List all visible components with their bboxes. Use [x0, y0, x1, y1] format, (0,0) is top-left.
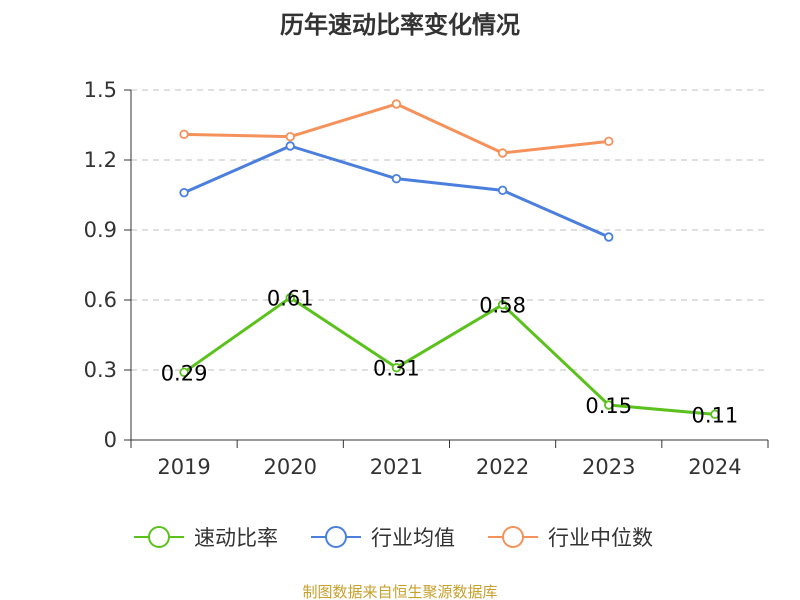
data-point[interactable] — [179, 187, 189, 198]
data-point[interactable] — [604, 400, 614, 410]
x-tick-label: 2019 — [157, 455, 210, 479]
series-1 — [179, 141, 614, 242]
series-line — [184, 102, 609, 155]
data-point[interactable] — [497, 185, 508, 196]
x-tick-label: 2020 — [264, 455, 317, 479]
data-label: 0.11 — [692, 403, 739, 427]
data-label: 0.61 — [267, 287, 314, 311]
data-point[interactable] — [497, 148, 508, 158]
data-point[interactable] — [285, 292, 295, 303]
x-tick-label: 2021 — [370, 455, 423, 479]
legend-marker — [325, 526, 347, 548]
data-point[interactable] — [391, 362, 402, 373]
data-point[interactable] — [497, 299, 508, 310]
data-point[interactable] — [285, 131, 295, 142]
grid-lines — [131, 89, 768, 371]
data-point[interactable] — [179, 367, 189, 378]
y-tick-label: 0 — [104, 428, 117, 452]
y-tick-label: 1.2 — [84, 148, 117, 172]
y-tick-label: 0.3 — [84, 358, 117, 382]
legend-label: 速动比率 — [194, 526, 278, 550]
y-tick-label: 0.6 — [84, 288, 117, 312]
legend[interactable]: 速动比率 行业均值 行业中位数 — [134, 526, 653, 550]
legend-marker — [502, 526, 524, 548]
legend-label: 行业中位数 — [548, 526, 653, 550]
x-tick-label: 2024 — [688, 455, 741, 479]
data-point[interactable] — [604, 136, 614, 147]
chart-title: 历年速动比率变化情况 — [280, 11, 520, 39]
legend-item-2[interactable]: 行业中位数 — [488, 526, 653, 550]
data-label: 0.31 — [373, 357, 420, 381]
x-tick-label: 2023 — [582, 455, 635, 479]
legend-label: 行业均值 — [371, 526, 455, 550]
axes: 0 0.3 0.6 0.9 1.2 1.5 2019 2020 2021 2022 2023 2024 — [84, 78, 769, 479]
y-tick-label: 1.5 — [84, 78, 117, 102]
series-line — [183, 296, 716, 416]
y-tick-label: 0.9 — [84, 218, 117, 242]
series-0: 0.29 0.61 0.31 0.58 0.15 0.11 — [161, 287, 739, 428]
data-point[interactable] — [391, 173, 402, 184]
data-point[interactable] — [604, 232, 614, 242]
data-label: 0.15 — [585, 394, 632, 418]
source-note: 制图数据来自恒生聚源数据库 — [302, 583, 497, 600]
data-label: 0.29 — [161, 361, 208, 385]
legend-item-1[interactable]: 行业均值 — [311, 526, 455, 550]
legend-marker — [148, 526, 170, 548]
x-tick-label: 2022 — [476, 455, 529, 479]
data-point[interactable] — [391, 99, 402, 109]
data-point[interactable] — [179, 129, 189, 140]
series-2 — [179, 99, 614, 158]
data-label: 0.58 — [479, 294, 526, 318]
legend-item-0[interactable]: 速动比率 — [134, 526, 278, 550]
data-point[interactable] — [710, 409, 720, 420]
series-layer: 0.29 0.61 0.31 0.58 0.15 0.11 — [161, 99, 739, 428]
data-point[interactable] — [285, 141, 295, 151]
